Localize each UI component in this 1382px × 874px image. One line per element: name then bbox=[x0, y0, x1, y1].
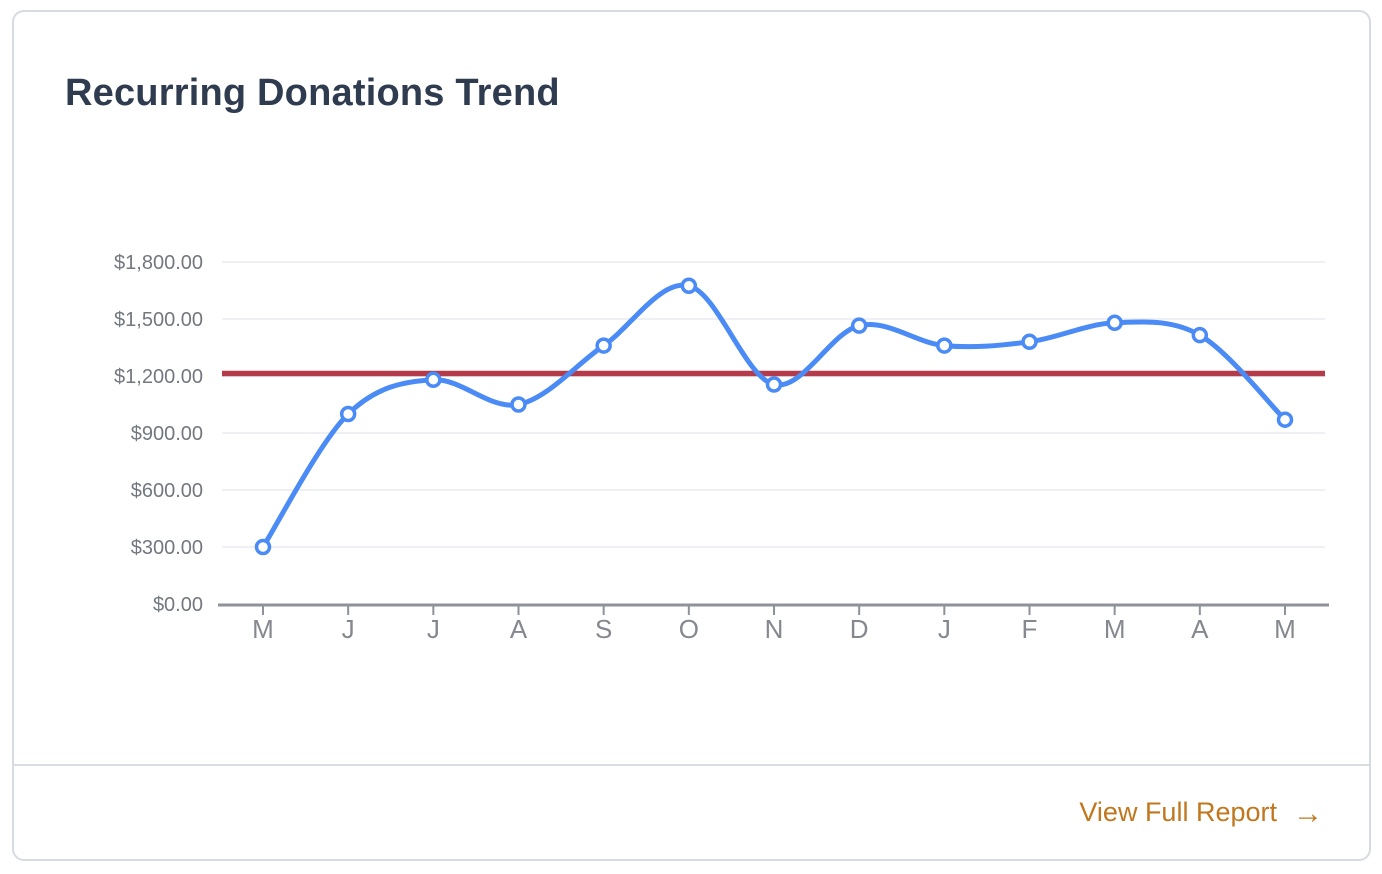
arrow-right-icon: → bbox=[1293, 796, 1323, 830]
view-full-report-link[interactable]: View Full Report → bbox=[1079, 797, 1323, 828]
card-footer: View Full Report → bbox=[14, 764, 1369, 859]
view-full-report-label: View Full Report bbox=[1079, 797, 1277, 827]
card-title: Recurring Donations Trend bbox=[65, 72, 560, 114]
recurring-donations-card: Recurring Donations Trend View Full Repo… bbox=[12, 10, 1371, 861]
